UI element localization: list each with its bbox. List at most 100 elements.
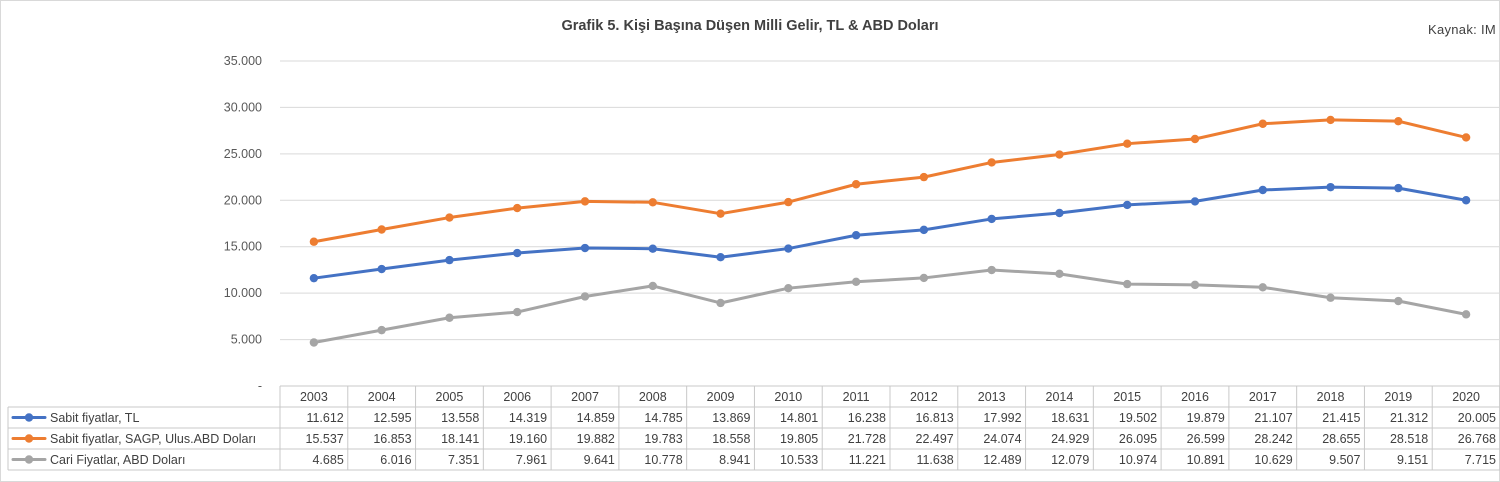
table-cell-value: 10.533: [780, 453, 818, 467]
legend-key-marker: [24, 455, 34, 464]
data-point: [919, 225, 929, 235]
table-cell-value: 24.074: [983, 432, 1021, 446]
series-line: [312, 268, 1468, 344]
table-header-year: 2020: [1452, 390, 1480, 404]
table-cell-value: 12.489: [983, 453, 1021, 467]
y-tick-label: 15.000: [224, 240, 262, 254]
series-line: [312, 118, 1468, 244]
y-tick-label: 35.000: [224, 54, 262, 68]
data-point: [377, 325, 386, 335]
data-point: [1258, 119, 1267, 128]
table-cell-value: 14.319: [509, 411, 547, 425]
table-header-year: 2016: [1181, 390, 1209, 404]
data-point: [919, 273, 929, 283]
table-cell-value: 9.507: [1329, 453, 1360, 467]
table-cell-value: 16.853: [373, 432, 411, 446]
table-header-year: 2017: [1249, 390, 1277, 404]
table-cell-value: 4.685: [312, 453, 343, 467]
table-cell-value: 13.869: [712, 411, 750, 425]
data-point: [1055, 269, 1064, 279]
data-point: [919, 172, 929, 182]
table-cell-value: 19.502: [1119, 411, 1157, 425]
table-cell-value: 19.879: [1187, 411, 1225, 425]
table-cell-value: 26.599: [1187, 432, 1225, 446]
table-cell-value: 9.641: [584, 453, 615, 467]
series-label: Cari Fiyatlar, ABD Doları: [50, 453, 185, 467]
table-header-year: 2011: [843, 390, 870, 404]
table-cell-value: 18.631: [1051, 411, 1089, 425]
chart-source: Kaynak: IM: [1427, 22, 1496, 37]
data-point: [784, 283, 793, 293]
data-point: [851, 277, 861, 287]
y-tick-label: -: [258, 379, 262, 393]
data-point: [1123, 279, 1132, 289]
data-point: [716, 298, 725, 308]
table-cell-value: 10.891: [1187, 453, 1225, 467]
table-cell-value: 10.629: [1254, 453, 1292, 467]
data-point: [648, 281, 657, 291]
data-point: [1190, 280, 1200, 290]
table-cell-value: 19.882: [577, 432, 615, 446]
table-cell-value: 6.016: [380, 453, 411, 467]
table-cell-value: 19.805: [780, 432, 818, 446]
table-cell-value: 22.497: [916, 432, 954, 446]
data-point: [580, 292, 590, 301]
table-cell-value: 7.961: [516, 453, 547, 467]
table-cell-value: 26.768: [1458, 432, 1496, 446]
data-point: [716, 253, 725, 262]
data-point: [445, 255, 454, 265]
table-cell-value: 18.558: [712, 432, 750, 446]
data-point: [1190, 134, 1200, 144]
data-point: [1123, 139, 1132, 148]
data-point: [1190, 197, 1200, 206]
table-cell-value: 15.537: [306, 432, 344, 446]
table-cell-value: 20.005: [1458, 411, 1496, 425]
legend-key-marker: [24, 413, 34, 422]
data-point: [1394, 183, 1403, 193]
data-point: [1055, 150, 1064, 159]
table-header-year: 2009: [707, 390, 735, 404]
table-cell-value: 7.351: [448, 453, 479, 467]
table-cell-value: 21.312: [1390, 411, 1428, 425]
data-point: [1258, 283, 1267, 292]
table-cell-value: 10.778: [644, 453, 682, 467]
table-header-year: 2014: [1046, 390, 1074, 404]
table-header-year: 2015: [1113, 390, 1141, 404]
table-cell-value: 18.141: [441, 432, 479, 446]
data-point: [1394, 296, 1403, 306]
table-cell-value: 19.783: [644, 432, 682, 446]
table-cell-value: 17.992: [983, 411, 1021, 425]
data-point: [1258, 185, 1267, 195]
table-cell-value: 12.079: [1051, 453, 1089, 467]
y-tick-label: 30.000: [224, 100, 262, 114]
data-point: [309, 338, 319, 347]
data-point: [309, 273, 319, 283]
table-header-year: 2004: [368, 390, 396, 404]
table-cell-value: 11.221: [849, 453, 886, 467]
series-label: Sabit fiyatlar, TL: [50, 411, 139, 425]
table-cell-value: 14.801: [780, 411, 818, 425]
data-point: [377, 225, 386, 234]
table-header-year: 2013: [978, 390, 1006, 404]
data-point: [377, 264, 386, 274]
data-point: [1461, 133, 1471, 142]
data-point: [716, 209, 725, 218]
data-point: [1326, 115, 1335, 125]
data-point: [784, 244, 793, 253]
data-point: [987, 214, 996, 224]
table-header-year: 2019: [1384, 390, 1412, 404]
table-cell-value: 28.518: [1390, 432, 1428, 446]
table-cell-value: 13.558: [441, 411, 479, 425]
table-header-year: 2010: [774, 390, 802, 404]
data-point: [309, 237, 319, 246]
legend-key-marker: [24, 434, 34, 443]
table-cell-value: 28.242: [1254, 432, 1292, 446]
table-cell-value: 10.974: [1119, 453, 1157, 467]
data-point: [1461, 310, 1471, 319]
table-cell-value: 19.160: [509, 432, 547, 446]
y-tick-label: 10.000: [224, 286, 262, 300]
table-cell-value: 8.941: [719, 453, 750, 467]
data-point: [1394, 116, 1403, 126]
data-point: [784, 197, 793, 207]
chart-title: Grafik 5. Kişi Başına Düşen Milli Gelir,…: [561, 18, 939, 34]
